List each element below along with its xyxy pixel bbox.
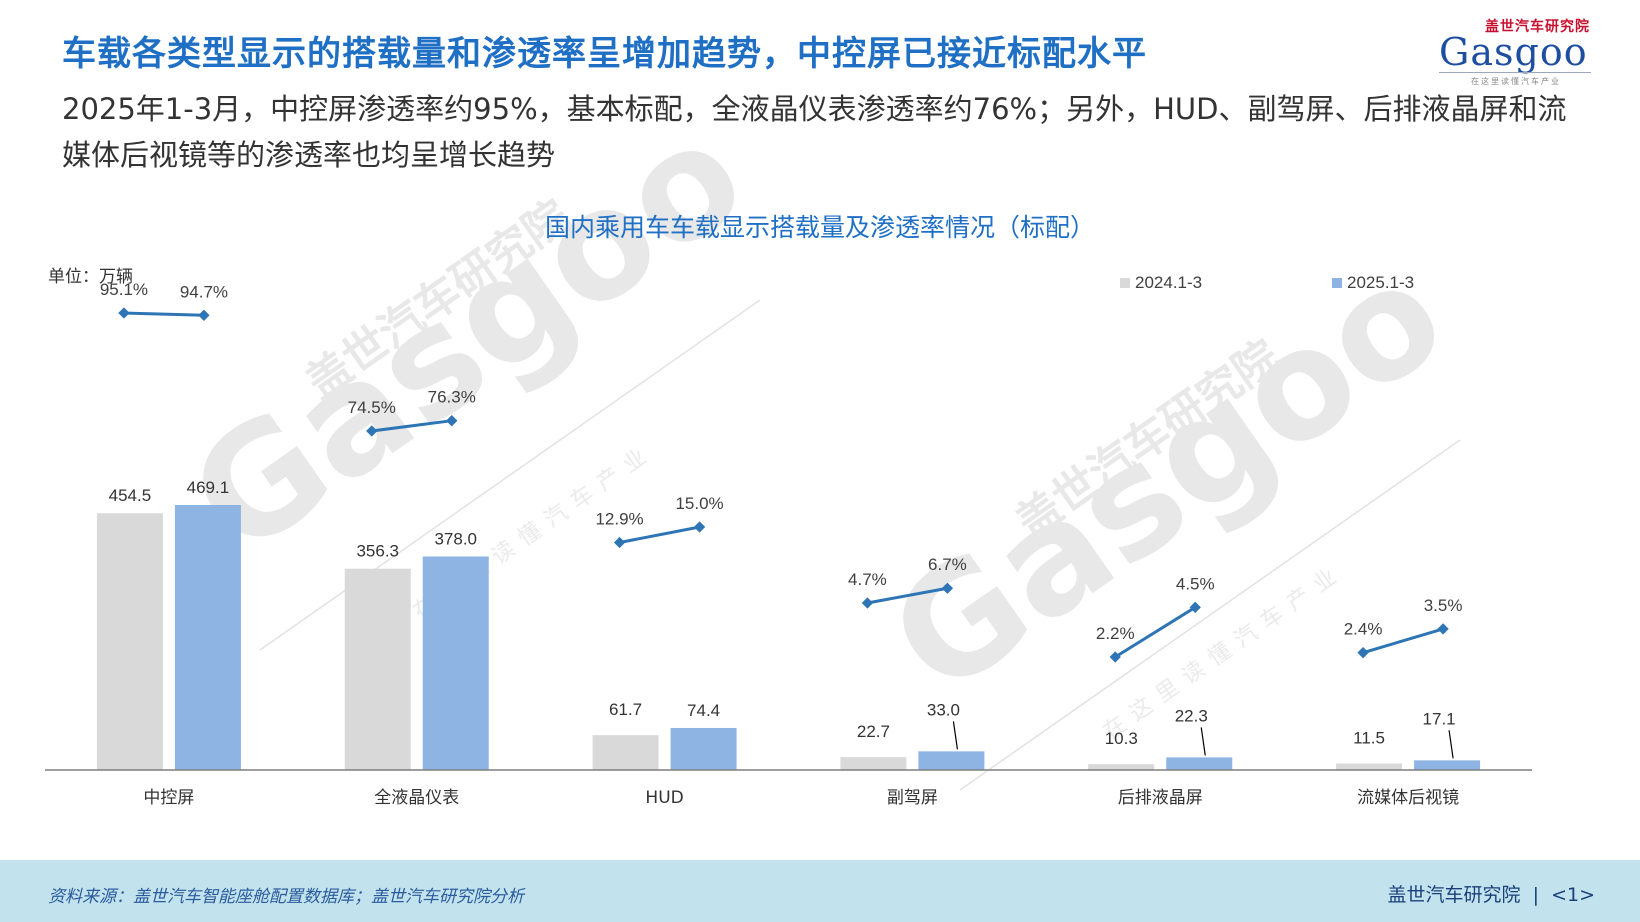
data-label: 22.7 [857, 722, 890, 741]
data-label: 22.3 [1175, 706, 1208, 725]
x-tick-label: 中控屏 [143, 788, 194, 808]
data-label-leader [1200, 727, 1206, 756]
legend-label-2024: 2024.1-3 [1135, 273, 1203, 292]
data-label: 356.3 [356, 542, 399, 561]
x-tick-label: HUD [645, 788, 683, 808]
logo-text-en: Gasgoo [1439, 30, 1588, 74]
penetration-label: 4.7% [848, 570, 887, 589]
bar-2025.1-3-后排液晶屏 [1166, 757, 1233, 770]
penetration-line-中控屏 [123, 311, 204, 317]
legend-swatch-2024 [1120, 278, 1130, 288]
bar-2024.1-3-全液晶仪表 [344, 568, 411, 770]
penetration-line-后排液晶屏 [1114, 606, 1197, 659]
data-label: 378.0 [434, 529, 477, 548]
bar-2025.1-3-流媒体后视镜 [1414, 760, 1481, 770]
data-label: 11.5 [1353, 729, 1385, 748]
penetration-line-全液晶仪表 [371, 419, 452, 433]
penetration-marker [613, 536, 626, 549]
penetration-label: 4.5% [1176, 574, 1215, 593]
footer-org-name: 盖世汽车研究院 [1387, 884, 1521, 906]
penetration-line-副驾屏 [867, 586, 948, 605]
chart-title: 国内乘用车车载显示搭载量及渗透率情况（标配） [544, 213, 1095, 242]
bar-2025.1-3-全液晶仪表 [422, 556, 489, 770]
penetration-marker [118, 307, 130, 319]
penetration-label: 6.7% [928, 555, 967, 574]
penetration-label: 2.4% [1344, 620, 1383, 639]
page-subtitle: 2025年1-3月，中控屏渗透率约95%，基本标配，全液晶仪表渗透率约76%；另… [62, 92, 1567, 172]
data-label: 33.0 [927, 700, 960, 719]
bar-2024.1-3-后排液晶屏 [1088, 764, 1155, 770]
penetration-marker [861, 597, 874, 609]
page-number: <1> [1551, 884, 1595, 906]
bar-2025.1-3-中控屏 [174, 505, 241, 770]
penetration-marker [366, 425, 378, 437]
gasgoo-logo: 盖世汽车研究院 Gasgoo 在这里读懂汽车产业 [1425, 14, 1595, 86]
bar-2025.1-3-HUD [670, 727, 737, 770]
penetration-label: 2.2% [1096, 624, 1135, 643]
data-label: 61.7 [609, 700, 642, 719]
bar-2025.1-3-副驾屏 [918, 751, 985, 770]
data-label: 10.3 [1105, 729, 1138, 748]
footer-bar: 资料来源：盖世汽车智能座舱配置数据库；盖世汽车研究院分析 盖世汽车研究院 | <… [0, 860, 1640, 922]
penetration-label: 74.5% [348, 398, 396, 417]
chart-unit-label: 单位：万辆 [48, 267, 133, 287]
bar-2024.1-3-HUD [592, 735, 659, 770]
penetration-label: 76.3% [428, 388, 476, 407]
legend-item-2025: 2025.1-3 [1332, 273, 1414, 293]
bar-2024.1-3-中控屏 [96, 513, 163, 770]
penetration-marker [1189, 601, 1201, 613]
penetration-marker [1109, 651, 1121, 663]
x-tick-label: 全液晶仪表 [374, 788, 459, 808]
data-label: 469.1 [187, 478, 230, 497]
penetration-marker [1437, 623, 1449, 635]
legend-label-2025: 2025.1-3 [1347, 273, 1415, 292]
footer-org: 盖世汽车研究院 | <1> [1387, 880, 1595, 907]
bar-line-chart: 454.5 469.1 中控屏 356.3 378.0 全液晶仪表 61.7 74.4 HUD 2… [45, 280, 1532, 808]
penetration-marker [446, 415, 458, 427]
data-label-leader [1448, 730, 1454, 759]
x-tick-label: 后排液晶屏 [1118, 788, 1203, 808]
source-note: 资料来源：盖世汽车智能座舱配置数据库；盖世汽车研究院分析 [48, 887, 524, 907]
penetration-marker [198, 309, 210, 321]
penetration-line-流媒体后视镜 [1362, 627, 1444, 655]
bar-2024.1-3-副驾屏 [840, 757, 907, 770]
data-label-leader [952, 721, 959, 750]
bar-2024.1-3-流媒体后视镜 [1336, 763, 1403, 770]
logo-text-cn: 盖世汽车研究院 [1485, 19, 1590, 35]
logo-divider [1439, 72, 1591, 73]
penetration-label: 94.7% [180, 282, 228, 301]
penetration-label: 12.9% [595, 509, 643, 528]
data-label: 17.1 [1423, 709, 1456, 728]
penetration-marker [941, 582, 954, 594]
logo-tagline: 在这里读懂汽车产业 [1471, 77, 1561, 86]
footer-separator: | [1526, 884, 1546, 906]
penetration-line-HUD [619, 525, 700, 544]
page-title: 车载各类型显示的搭载量和渗透率呈增加趋势，中控屏已接近标配水平 [62, 34, 1147, 74]
x-tick-label: 副驾屏 [887, 788, 938, 808]
penetration-label: 15.0% [675, 494, 723, 513]
penetration-marker [1357, 647, 1369, 659]
data-label: 74.4 [687, 701, 720, 720]
penetration-label: 3.5% [1424, 596, 1463, 615]
legend-item-2024: 2024.1-3 [1120, 273, 1202, 293]
penetration-marker [693, 521, 706, 533]
x-tick-label: 流媒体后视镜 [1357, 788, 1459, 808]
penetration-label: 95.1% [100, 280, 148, 299]
legend-swatch-2025 [1332, 278, 1342, 288]
data-label: 454.5 [109, 486, 152, 505]
